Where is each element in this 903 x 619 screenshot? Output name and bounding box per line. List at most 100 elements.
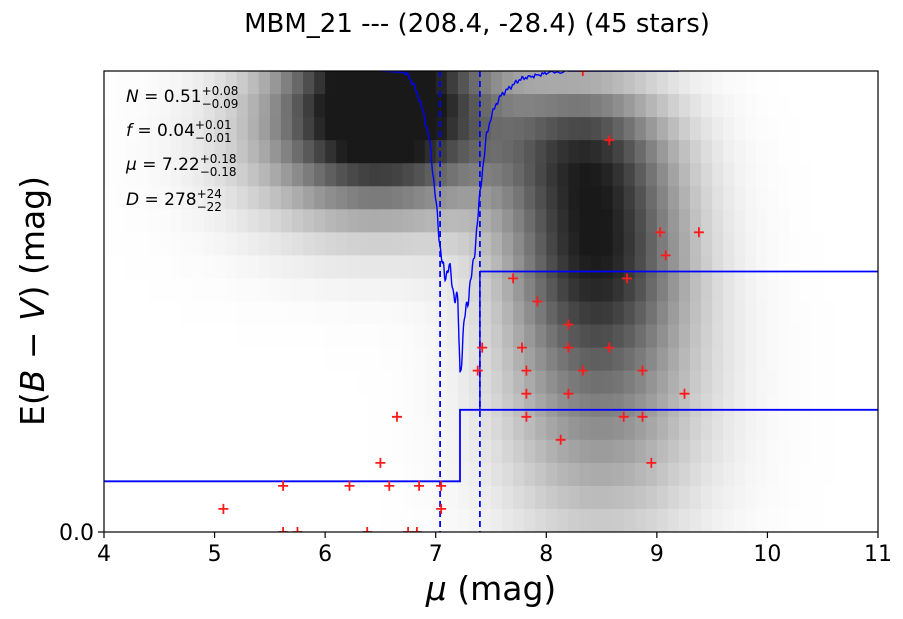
heatmap-cell <box>767 186 779 210</box>
heatmap-cell <box>601 163 614 187</box>
heatmap-cell <box>137 278 149 302</box>
heatmap-cell <box>822 186 835 210</box>
heatmap-cell <box>789 301 801 325</box>
heatmap-cell <box>148 186 160 210</box>
heatmap-cell <box>170 186 182 210</box>
heatmap-cell <box>723 71 735 95</box>
heatmap-cell <box>413 163 426 187</box>
heatmap-cell <box>435 71 448 95</box>
heatmap-cell <box>667 140 680 164</box>
heatmap-cell <box>247 301 260 325</box>
heatmap-cell <box>855 209 868 233</box>
heatmap-cell <box>203 186 215 210</box>
heatmap-cell <box>767 71 779 95</box>
heatmap-cell <box>391 186 403 210</box>
heatmap-cell <box>104 232 116 256</box>
heatmap-cell <box>557 209 569 233</box>
heatmap-cell <box>303 117 315 141</box>
heatmap-cell <box>678 301 691 325</box>
heatmap-cell <box>634 140 647 164</box>
heatmap-cell <box>844 140 857 164</box>
heatmap-cell <box>280 71 293 95</box>
heatmap-cell <box>280 347 293 372</box>
heatmap-cell <box>435 278 448 302</box>
heatmap-cell <box>269 232 282 256</box>
heatmap-cell <box>192 462 204 487</box>
heatmap-cell <box>712 140 724 164</box>
heatmap-cell <box>159 71 171 95</box>
heatmap-cell <box>402 209 414 233</box>
heatmap-cell <box>502 462 514 487</box>
heatmap-cell <box>833 71 846 95</box>
heatmap-cell <box>192 117 204 141</box>
heatmap-cell <box>336 255 348 279</box>
heatmap-cell <box>866 163 878 187</box>
heatmap-cell <box>778 324 790 348</box>
heatmap-cell <box>767 209 779 233</box>
heatmap-cell <box>701 301 713 325</box>
heatmap-cell <box>712 439 724 464</box>
heatmap-cell <box>303 186 315 210</box>
heatmap-cell <box>844 347 857 372</box>
heatmap-cell <box>557 324 569 348</box>
heatmap-cell <box>181 209 193 233</box>
heatmap-cell <box>656 255 669 279</box>
star-marker <box>292 527 303 532</box>
heatmap-cell <box>557 370 569 395</box>
heatmap-cell <box>690 301 702 325</box>
heatmap-cell <box>590 163 602 187</box>
heatmap-cell <box>778 232 790 256</box>
heatmap-cell <box>203 393 215 418</box>
heatmap-cell <box>126 278 138 302</box>
heatmap-cell <box>236 117 249 141</box>
heatmap-cell <box>767 163 779 187</box>
heatmap-cell <box>380 232 392 256</box>
heatmap-cell <box>435 117 448 141</box>
heatmap-cell <box>623 370 636 395</box>
heatmap-cell <box>623 255 636 279</box>
heatmap-cell <box>767 508 779 532</box>
heatmap-cell <box>491 462 503 487</box>
heatmap-cell <box>225 324 238 348</box>
star-marker <box>218 503 229 514</box>
heatmap-cell <box>734 232 746 256</box>
heatmap-cell <box>756 347 768 372</box>
heatmap-cell <box>247 393 260 418</box>
heatmap-cell <box>756 485 768 510</box>
heatmap-cell <box>601 94 614 118</box>
heatmap-cell <box>291 278 304 302</box>
heatmap-cell <box>192 163 204 187</box>
heatmap-cell <box>170 508 182 532</box>
heatmap-cell <box>645 117 658 141</box>
heatmap-cell <box>557 301 569 325</box>
heatmap-cell <box>734 94 746 118</box>
heatmap-cell <box>734 393 746 418</box>
heatmap-cell <box>844 485 857 510</box>
heatmap-cell <box>778 140 790 164</box>
heatmap-cell <box>855 462 868 487</box>
heatmap-cell <box>336 485 348 510</box>
heatmap-cell <box>214 416 227 441</box>
heatmap-cell <box>855 416 868 441</box>
probability-curve-line <box>380 71 679 373</box>
heatmap-cell <box>214 255 227 279</box>
heatmap-cell <box>513 186 525 210</box>
heatmap-cell <box>645 508 658 532</box>
heatmap-cell <box>314 393 326 418</box>
heatmap-cell <box>358 416 370 441</box>
heatmap-cell <box>601 324 614 348</box>
heatmap-cell <box>491 324 503 348</box>
heatmap-cell <box>303 209 315 233</box>
heatmap-cell <box>535 416 547 441</box>
heatmap-cell <box>833 209 846 233</box>
heatmap-cell <box>303 347 315 372</box>
heatmap-cell <box>170 301 182 325</box>
heatmap-cell <box>303 163 315 187</box>
heatmap-cell <box>104 186 116 210</box>
heatmap-cell <box>800 255 813 279</box>
heatmap-cell <box>170 140 182 164</box>
heatmap-cell <box>701 186 713 210</box>
heatmap-cell <box>690 347 702 372</box>
heatmap-cell <box>745 393 757 418</box>
heatmap-cell <box>568 209 580 233</box>
